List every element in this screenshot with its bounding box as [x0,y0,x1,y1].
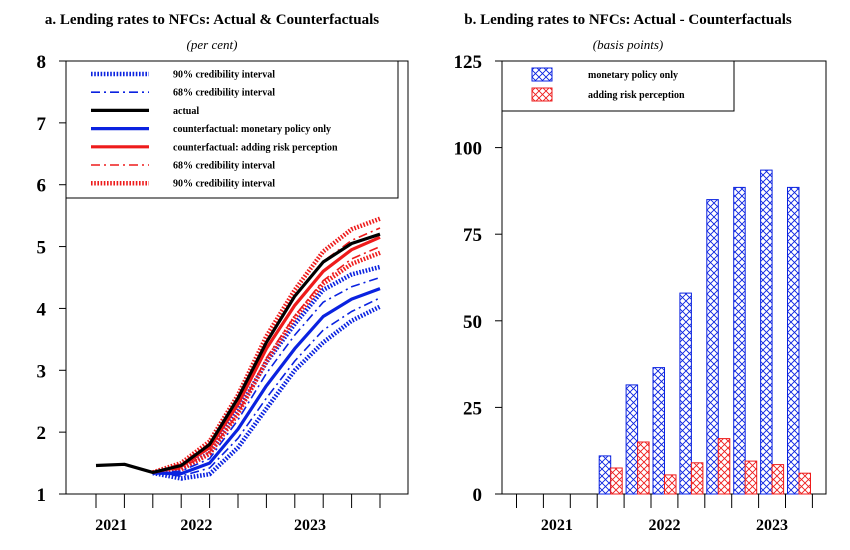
chart-b-y-tick-label: 125 [454,52,483,73]
chart-b-legend-label-monetary: monetary policy only [588,70,678,81]
chart-b-bar-risk-7 [798,472,811,495]
chart-b-bar-monetary-2 [652,367,665,495]
chart-a-series-line-0 [152,304,382,481]
chart-b-bar-risk-0 [610,467,623,495]
chart-b-bar-monetary-5 [733,186,746,495]
chart-b-x-axis: 2021 2022 2023 [516,494,813,534]
chart-a-series-line-4 [152,235,381,474]
chart-a-y-tick-label: 7 [37,114,47,135]
chart-b-legend: monetary policy only adding risk percept… [501,60,735,112]
chart-b-y-tick-label: 75 [463,225,482,246]
chart-a-legend-label: 90% credibility interval [173,179,275,190]
chart-a-legend-label: actual [173,106,199,117]
chart-a-y-tick-label: 8 [37,52,47,73]
chart-a-series-line-6 [152,216,381,475]
chart-b-bar-risk-5 [744,460,758,495]
chart-b-legend-swatch-monetary [531,67,553,82]
chart-a-series-line-3 [152,287,381,476]
chart-a-y-tick-label: 4 [37,299,47,320]
chart-a-title: a. Lending rates to NFCs: Actual & Count… [45,12,379,28]
chart-b-bar-monetary-1 [625,384,639,495]
chart-a: a. Lending rates to NFCs: Actual & Count… [37,12,409,534]
chart-a-series-line-2 [95,232,381,474]
chart-a-y-tick-label: 2 [37,423,47,444]
chart-b-y-tick-label: 0 [473,485,483,506]
chart-a-legend: 90% credibility interval 68% credibility … [65,60,399,199]
chart-a-legend-label: counterfactual: adding risk perception [173,142,338,153]
chart-b-y-axis: 0 25 50 75 100 125 [454,52,502,506]
chart-a-y-tick-label: 3 [37,361,47,382]
chart-a-y-tick-label: 5 [37,238,47,259]
chart-a-plot-area [95,216,382,481]
chart-b-legend-swatch-risk [531,87,553,102]
chart-b-bar-monetary-4 [706,199,719,495]
chart-a-x-tick-label: 2022 [180,517,212,534]
chart-a-y-axis: 1 2 3 4 5 6 7 8 [37,52,66,506]
chart-b-y-tick-label: 25 [463,398,482,419]
chart-b-y-tick-label: 50 [463,312,482,333]
chart-a-x-tick-label: 2021 [95,517,127,534]
chart-b-bar-risk-4 [717,438,731,495]
chart-b-bar-monetary-3 [679,292,692,495]
chart-b-y-tick-label: 100 [454,139,483,160]
chart-b-bar-monetary-0 [598,455,612,495]
chart-b-x-tick-label: 2021 [541,517,573,534]
chart-b-plot-area [598,169,811,495]
chart-b-bar-risk-6 [771,464,785,495]
chart-b-x-tick-label: 2023 [756,517,788,534]
chart-a-legend-label: 68% credibility interval [173,161,275,172]
chart-a-y-tick-label: 1 [37,485,47,506]
chart-a-y-tick-label: 6 [37,176,47,197]
chart-b-bar-risk-3 [690,462,704,495]
chart-a-series-line-7 [152,276,381,474]
chart-b: b. Lending rates to NFCs: Actual - Count… [454,12,827,534]
chart-a-series-line-1 [152,297,381,477]
chart-a-series-line-10 [152,250,381,475]
chart-b-legend-label-risk: adding risk perception [588,90,685,101]
chart-b-title: b. Lending rates to NFCs: Actual - Count… [464,12,792,28]
chart-b-bar-risk-2 [664,474,677,495]
chart-b-x-tick-label: 2022 [648,517,680,534]
chart-a-legend-label: 90% credibility interval [173,70,275,81]
chart-a-x-axis: 2021 2022 2023 [95,494,381,534]
chart-a-series-line-8 [152,264,381,476]
chart-a-subtitle: (per cent) [187,37,238,52]
chart-b-bar-risk-1 [637,441,650,495]
chart-b-bar-monetary-7 [787,186,800,495]
chart-a-x-tick-label: 2023 [294,517,326,534]
chart-a-legend-label: 68% credibility interval [173,88,275,99]
chart-b-subtitle: (basis points) [593,37,663,52]
chart-a-series-line-5 [152,245,381,474]
chart-b-bar-monetary-6 [760,169,773,495]
chart-a-legend-label: counterfactual: monetary policy only [173,124,331,135]
